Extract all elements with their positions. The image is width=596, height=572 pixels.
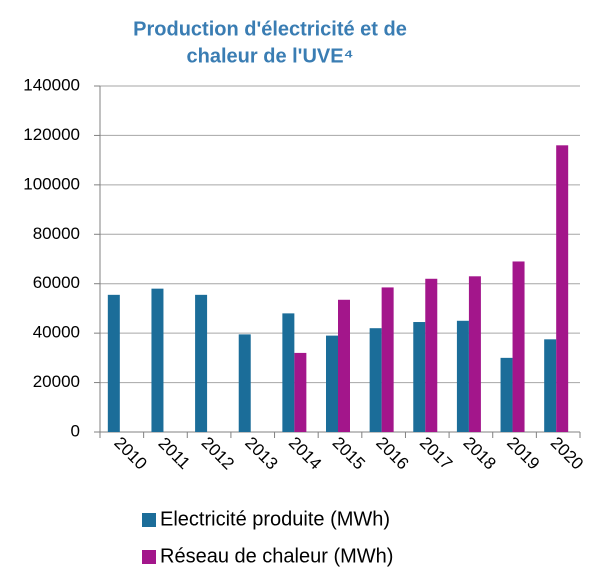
y-tick-label: 20000	[33, 372, 80, 391]
y-tick-label: 40000	[33, 323, 80, 342]
x-tick-label: 2016	[372, 433, 412, 473]
chart-title: Production d'électricité et de	[133, 18, 407, 40]
legend-label: Electricité produite (MWh)	[160, 508, 390, 530]
bar	[544, 339, 557, 432]
bar	[195, 294, 208, 432]
bar	[456, 320, 469, 432]
x-tick-label: 2015	[329, 433, 369, 473]
y-tick-label: 60000	[33, 273, 80, 292]
bar	[413, 322, 426, 432]
y-tick-label: 0	[71, 421, 80, 440]
chart-title: chaleur de l'UVE⁴	[187, 45, 354, 67]
bar	[425, 278, 438, 432]
bar	[512, 261, 525, 432]
legend-swatch	[142, 550, 156, 564]
y-tick-label: 140000	[23, 75, 80, 94]
bar	[381, 287, 394, 432]
legend-swatch	[142, 513, 156, 527]
y-tick-label: 120000	[23, 125, 80, 144]
y-tick-label: 80000	[33, 224, 80, 243]
x-tick-label: 2020	[547, 433, 587, 473]
bar	[107, 294, 120, 432]
bar	[369, 328, 382, 432]
y-tick-label: 100000	[23, 174, 80, 193]
bar	[338, 299, 350, 432]
bar	[238, 334, 251, 432]
x-tick-label: 2010	[110, 433, 150, 473]
bar	[556, 145, 569, 433]
bar	[282, 313, 295, 432]
x-tick-label: 2011	[155, 434, 194, 473]
bar	[294, 352, 307, 432]
x-tick-label: 2013	[241, 433, 281, 473]
bar	[151, 288, 164, 432]
x-tick-label: 2017	[416, 433, 456, 473]
x-tick-label: 2018	[460, 433, 500, 473]
bar	[500, 357, 513, 432]
legend-label: Réseau de chaleur (MWh)	[160, 545, 393, 567]
x-tick-label: 2012	[198, 433, 238, 473]
bar	[326, 335, 338, 432]
x-tick-label: 2014	[285, 433, 325, 473]
x-tick-label: 2019	[503, 433, 543, 473]
bar	[468, 276, 481, 432]
